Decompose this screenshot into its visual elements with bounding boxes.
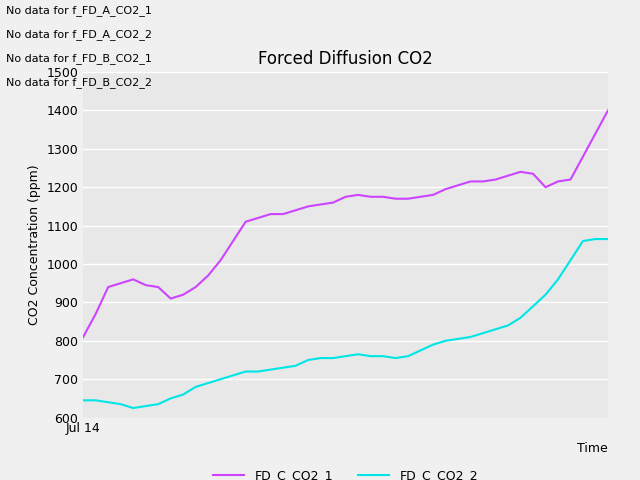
FD_C_CO2_2 (467, 334, 474, 340)
FD_C_CO2_1 (404, 196, 412, 202)
FD_C_CO2_1 (516, 169, 524, 175)
FD_C_CO2_1 (442, 186, 449, 192)
FD_C_CO2_1 (279, 211, 287, 217)
FD_C_CO2_1 (104, 284, 112, 290)
FD_C_CO2_1 (380, 194, 387, 200)
FD_C_CO2_2 (117, 401, 125, 407)
FD_C_CO2_2 (504, 323, 512, 328)
FD_C_CO2_2 (442, 338, 449, 344)
FD_C_CO2_1 (579, 154, 587, 159)
FD_C_CO2_1 (417, 194, 424, 200)
Line: FD_C_CO2_1: FD_C_CO2_1 (83, 110, 608, 337)
FD_C_CO2_2 (254, 369, 262, 374)
FD_C_CO2_1 (317, 202, 324, 207)
FD_C_CO2_2 (554, 276, 562, 282)
FD_C_CO2_2 (279, 365, 287, 371)
FD_C_CO2_2 (367, 353, 374, 359)
FD_C_CO2_2 (604, 236, 612, 242)
FD_C_CO2_1 (254, 215, 262, 221)
FD_C_CO2_2 (229, 372, 237, 378)
FD_C_CO2_1 (292, 207, 300, 213)
FD_C_CO2_2 (392, 355, 399, 361)
FD_C_CO2_2 (579, 238, 587, 244)
FD_C_CO2_2 (204, 380, 212, 386)
FD_C_CO2_2 (479, 330, 487, 336)
FD_C_CO2_1 (154, 284, 162, 290)
FD_C_CO2_1 (479, 179, 487, 184)
Line: FD_C_CO2_2: FD_C_CO2_2 (83, 239, 608, 408)
FD_C_CO2_1 (129, 276, 137, 282)
FD_C_CO2_2 (342, 353, 349, 359)
FD_C_CO2_2 (217, 376, 225, 382)
FD_C_CO2_2 (304, 357, 312, 363)
FD_C_CO2_2 (142, 403, 150, 409)
FD_C_CO2_2 (267, 367, 275, 372)
FD_C_CO2_2 (317, 355, 324, 361)
Y-axis label: CO2 Concentration (ppm): CO2 Concentration (ppm) (28, 165, 41, 325)
Text: No data for f_FD_A_CO2_1: No data for f_FD_A_CO2_1 (6, 5, 152, 16)
FD_C_CO2_1 (267, 211, 275, 217)
FD_C_CO2_2 (516, 315, 524, 321)
FD_C_CO2_2 (154, 401, 162, 407)
Text: No data for f_FD_A_CO2_2: No data for f_FD_A_CO2_2 (6, 29, 152, 40)
FD_C_CO2_1 (504, 173, 512, 179)
FD_C_CO2_1 (142, 282, 150, 288)
FD_C_CO2_2 (404, 353, 412, 359)
FD_C_CO2_1 (367, 194, 374, 200)
FD_C_CO2_1 (429, 192, 437, 198)
FD_C_CO2_1 (604, 108, 612, 113)
FD_C_CO2_2 (179, 392, 187, 397)
FD_C_CO2_2 (566, 257, 574, 263)
Legend: FD_C_CO2_1, FD_C_CO2_2: FD_C_CO2_1, FD_C_CO2_2 (208, 464, 483, 480)
FD_C_CO2_2 (104, 399, 112, 405)
FD_C_CO2_2 (529, 303, 537, 309)
FD_C_CO2_2 (591, 236, 599, 242)
FD_C_CO2_2 (492, 326, 499, 332)
FD_C_CO2_1 (554, 179, 562, 184)
FD_C_CO2_2 (454, 336, 462, 342)
FD_C_CO2_2 (429, 342, 437, 348)
FD_C_CO2_2 (380, 353, 387, 359)
FD_C_CO2_1 (217, 257, 225, 263)
FD_C_CO2_1 (229, 238, 237, 244)
FD_C_CO2_2 (355, 351, 362, 357)
FD_C_CO2_2 (541, 292, 549, 298)
FD_C_CO2_1 (329, 200, 337, 205)
FD_C_CO2_1 (355, 192, 362, 198)
FD_C_CO2_1 (92, 311, 100, 317)
FD_C_CO2_2 (292, 363, 300, 369)
FD_C_CO2_1 (204, 273, 212, 278)
FD_C_CO2_2 (417, 348, 424, 353)
Text: No data for f_FD_B_CO2_1: No data for f_FD_B_CO2_1 (6, 53, 152, 64)
FD_C_CO2_1 (342, 194, 349, 200)
FD_C_CO2_1 (304, 204, 312, 209)
FD_C_CO2_1 (179, 292, 187, 298)
FD_C_CO2_2 (242, 369, 250, 374)
FD_C_CO2_1 (541, 184, 549, 190)
FD_C_CO2_1 (117, 280, 125, 286)
FD_C_CO2_1 (79, 334, 87, 340)
FD_C_CO2_2 (167, 396, 175, 401)
FD_C_CO2_2 (129, 405, 137, 411)
FD_C_CO2_1 (467, 179, 474, 184)
FD_C_CO2_1 (192, 284, 200, 290)
FD_C_CO2_2 (79, 397, 87, 403)
Title: Forced Diffusion CO2: Forced Diffusion CO2 (258, 49, 433, 68)
FD_C_CO2_1 (454, 182, 462, 188)
FD_C_CO2_1 (566, 177, 574, 182)
FD_C_CO2_1 (529, 171, 537, 177)
Text: Time: Time (577, 442, 608, 455)
FD_C_CO2_2 (92, 397, 100, 403)
FD_C_CO2_1 (591, 131, 599, 136)
FD_C_CO2_1 (167, 296, 175, 301)
FD_C_CO2_2 (329, 355, 337, 361)
FD_C_CO2_2 (192, 384, 200, 390)
FD_C_CO2_1 (492, 177, 499, 182)
FD_C_CO2_1 (392, 196, 399, 202)
Text: No data for f_FD_B_CO2_2: No data for f_FD_B_CO2_2 (6, 77, 152, 88)
FD_C_CO2_1 (242, 219, 250, 225)
